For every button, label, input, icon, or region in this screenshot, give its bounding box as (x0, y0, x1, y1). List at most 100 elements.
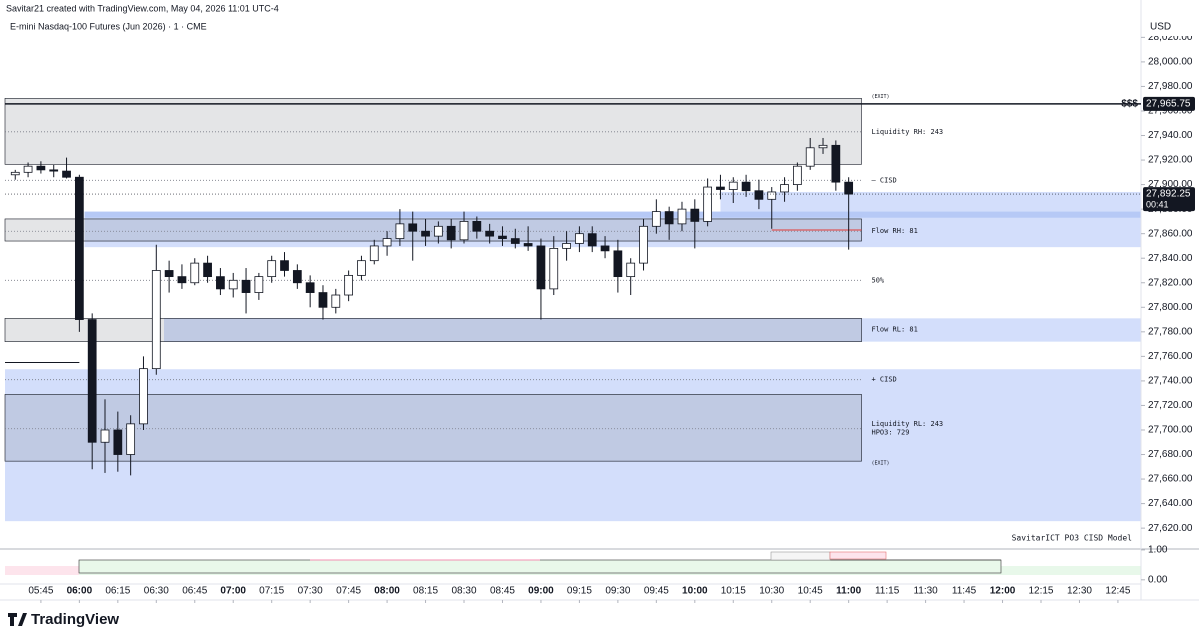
levels (5, 131, 862, 430)
pane-box (5, 566, 79, 575)
candle-body (703, 186, 713, 222)
candle-body (395, 223, 405, 239)
candle-body (190, 262, 200, 284)
x-tick-label: 10:15 (721, 586, 746, 597)
candle-body (498, 235, 507, 239)
candle-body (562, 243, 571, 249)
y-tick-label: 27,940.00 (1148, 130, 1193, 141)
currency: USD (1150, 22, 1171, 33)
countdown: 00:41 (1146, 199, 1169, 209)
y-tick-label: 27,840.00 (1148, 253, 1193, 264)
y-tick-label: 27,680.00 (1148, 449, 1193, 460)
candle-body (793, 165, 802, 185)
candle-body (433, 225, 443, 237)
candle-body (536, 245, 546, 290)
x-tick-label: 10:00 (682, 586, 708, 597)
candle-body (780, 184, 789, 193)
x-tick-label: 08:00 (374, 586, 400, 597)
zone (84, 214, 1141, 248)
zone (4, 218, 862, 242)
candle-body (421, 230, 430, 237)
x-tick-label: 08:45 (490, 586, 515, 597)
x-tick-label: 05:45 (28, 586, 53, 597)
target-tag-label: 27,965.75 (1146, 99, 1191, 110)
y-axis: 28,020.0028,000.0027,980.0027,960.0027,9… (1141, 32, 1193, 585)
candle-body (728, 181, 738, 190)
y-tick-label: 28,000.00 (1148, 57, 1193, 68)
chart-title: E-mini Nasdaq-100 Futures (Jun 2026) · 1… (10, 21, 207, 31)
x-tick-label: 09:45 (644, 586, 669, 597)
candle-body (754, 190, 764, 200)
zone (720, 191, 1141, 215)
candle-body (228, 279, 238, 290)
zone (84, 211, 1141, 218)
candle-body (510, 238, 520, 244)
candle-body (216, 276, 225, 290)
x-tick-label: 08:30 (452, 586, 477, 597)
y-tick-label: 27,640.00 (1148, 498, 1193, 509)
candle-body (203, 262, 212, 278)
x-tick-label: 07:45 (336, 586, 361, 597)
x-tick-label: 12:15 (1028, 586, 1053, 597)
indicator-name: SavitarICT PO3 CISD Model (1012, 534, 1133, 543)
candle-body (382, 238, 392, 247)
candle-body (151, 270, 161, 370)
y-tick-label: 27,800.00 (1148, 302, 1193, 313)
candle-body (23, 165, 33, 173)
candle-body (767, 191, 777, 200)
candle-body (357, 260, 366, 276)
x-tick-label: 06:45 (182, 586, 207, 597)
x-axis: 05:45 06:00 06:15 06:30 06:45 07:00 07:15 07:30… (28, 586, 1131, 603)
candle-body (459, 221, 469, 241)
annotation: 50% (871, 276, 884, 284)
zone (163, 318, 1141, 342)
y-tick-label: 27,620.00 (1148, 523, 1193, 534)
candle-body (49, 169, 59, 172)
candle-body (62, 170, 71, 178)
x-tick-label: 11:30 (913, 586, 938, 597)
y-tick-label: 27,720.00 (1148, 400, 1193, 411)
candle-body (408, 223, 418, 232)
candle-body (844, 181, 854, 195)
candle-body (587, 233, 597, 247)
candle-body (344, 274, 353, 296)
candle-body (626, 262, 636, 278)
x-tick-label: 10:45 (798, 586, 823, 597)
sub-tick-label: 0.00 (1148, 574, 1168, 585)
candle-body (600, 245, 610, 252)
y-tick-label: 28,020.00 (1148, 32, 1193, 43)
candle-body (690, 208, 700, 222)
y-tick-label: 27,900.00 (1148, 179, 1193, 190)
candle-body (126, 423, 136, 455)
zone (4, 98, 862, 165)
candle-body (741, 181, 751, 192)
x-tick-label: 10:30 (759, 586, 784, 597)
candle-body (664, 211, 674, 225)
credit: Savitar21 created with TradingView.com, … (6, 3, 279, 13)
annotation: – CISD (871, 176, 896, 184)
pane-box (78, 559, 1002, 574)
candle-body (472, 221, 482, 232)
candle-body (87, 319, 97, 443)
candles (10, 137, 854, 476)
candle-body (241, 279, 251, 293)
candle-body (331, 294, 341, 308)
x-tick-label: 12:00 (990, 586, 1016, 597)
candle-body (639, 225, 648, 264)
y-tick-label: 27,980.00 (1148, 81, 1193, 92)
annotation: (EXIT) (871, 94, 889, 100)
currency-box (1143, 18, 1197, 36)
y-tick-label: 27,780.00 (1148, 326, 1193, 337)
candle-body (446, 225, 456, 241)
x-tick-label: 11:00 (836, 586, 861, 597)
candle-body (613, 250, 623, 278)
candle-body (139, 368, 148, 425)
candle-body (305, 282, 315, 293)
candle-body (113, 429, 123, 455)
candle-body (485, 230, 495, 237)
candle-body (651, 211, 661, 227)
candle-body (10, 171, 20, 176)
candle-body (831, 144, 841, 183)
y-tick-label: 27,760.00 (1148, 351, 1193, 362)
